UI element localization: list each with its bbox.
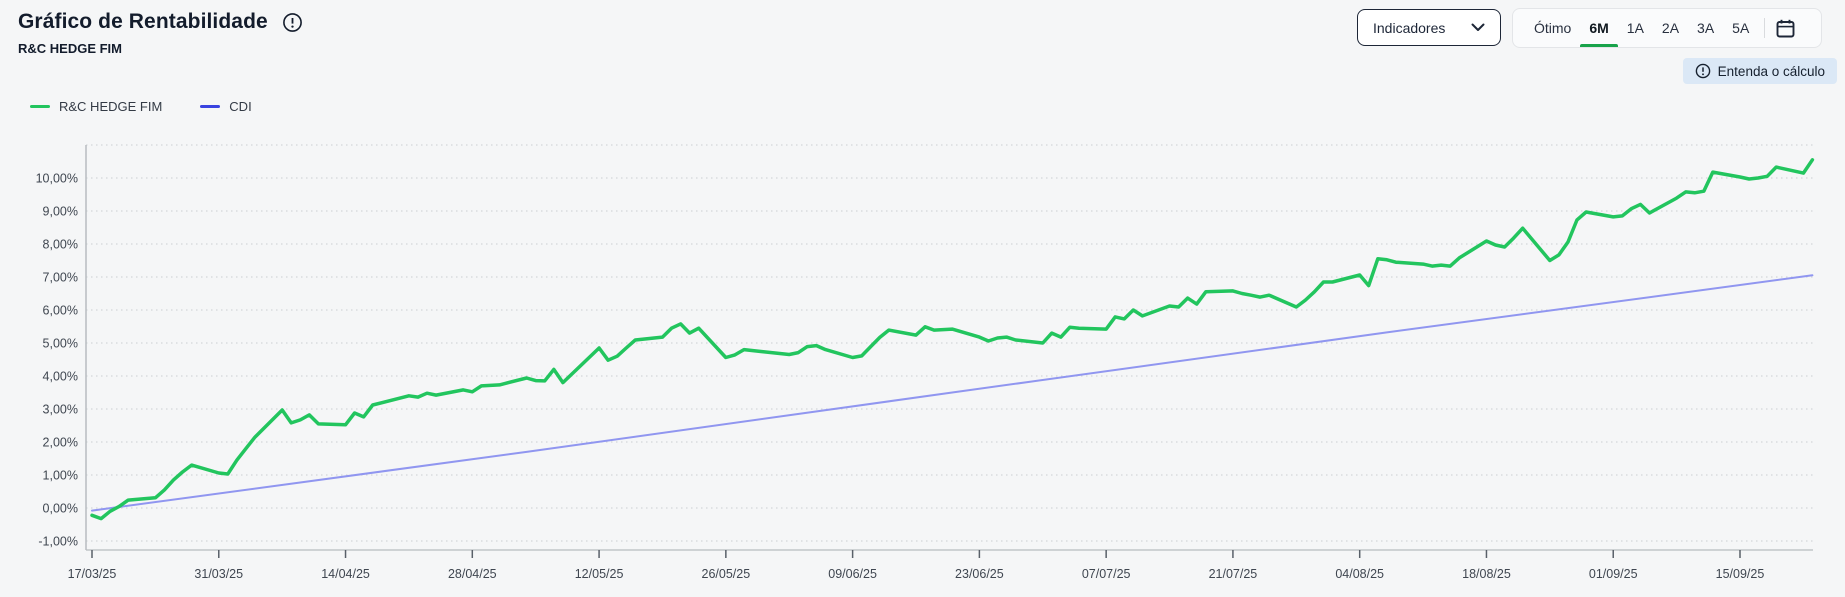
period-tab-2a[interactable]: 2A bbox=[1661, 20, 1680, 36]
chevron-down-icon bbox=[1471, 23, 1485, 32]
x-axis-label: 15/09/25 bbox=[1716, 567, 1765, 581]
legend-swatch bbox=[200, 104, 221, 109]
x-axis-label: 17/03/25 bbox=[68, 567, 117, 581]
x-axis-label: 04/08/25 bbox=[1335, 567, 1384, 581]
indicators-dropdown-button[interactable]: Indicadores bbox=[1357, 9, 1501, 46]
x-axis-label: 18/08/25 bbox=[1462, 567, 1511, 581]
x-axis-label: 21/07/25 bbox=[1209, 567, 1258, 581]
x-axis-label: 07/07/25 bbox=[1082, 567, 1131, 581]
x-axis-label: 14/04/25 bbox=[321, 567, 370, 581]
legend-swatch bbox=[30, 104, 50, 109]
y-axis-label: 9,00% bbox=[43, 205, 78, 219]
y-axis-label: 6,00% bbox=[43, 304, 78, 318]
title-info-icon[interactable] bbox=[282, 12, 303, 33]
profitability-chart[interactable]: 10,00% 9,00% 8,00% 7,00% 6,00% 5,00% 4,00% 3,00… bbox=[0, 130, 1845, 597]
period-selector: Ótimo 6M 1A 2A 3A 5A bbox=[1512, 8, 1822, 48]
y-axis-label: 8,00% bbox=[43, 238, 78, 252]
legend-item-fund[interactable]: R&C HEDGE FIM bbox=[30, 99, 162, 114]
x-axis-label: 26/05/25 bbox=[702, 567, 751, 581]
period-tab-1a[interactable]: 1A bbox=[1626, 20, 1644, 36]
page-title: Gráfico de Rentabilidade bbox=[18, 10, 268, 33]
legend-item-cdi[interactable]: CDI bbox=[200, 99, 252, 114]
chart-legend: R&C HEDGE FIM CDI bbox=[30, 99, 252, 114]
legend-label: CDI bbox=[229, 99, 252, 114]
y-axis-label: 1,00% bbox=[43, 469, 78, 483]
chip-info-icon bbox=[1695, 63, 1711, 79]
y-axis-label: -1,00% bbox=[38, 535, 78, 549]
x-axis-label: 28/04/25 bbox=[448, 567, 497, 581]
x-axis-label: 09/06/25 bbox=[828, 567, 877, 581]
x-axis-label: 12/05/25 bbox=[575, 567, 624, 581]
y-axis-label: 2,00% bbox=[43, 436, 78, 450]
y-axis-label: 0,00% bbox=[43, 502, 78, 516]
y-axis-label: 3,00% bbox=[43, 403, 78, 417]
fund-line bbox=[90, 158, 1815, 521]
y-axis-label: 5,00% bbox=[43, 337, 78, 351]
x-axis-label: 01/09/25 bbox=[1589, 567, 1638, 581]
active-period-underline bbox=[1580, 44, 1618, 47]
legend-label: R&C HEDGE FIM bbox=[59, 99, 163, 114]
period-tab-3a[interactable]: 3A bbox=[1697, 20, 1715, 36]
fund-name: R&C HEDGE FIM bbox=[18, 41, 122, 56]
y-axis-label: 4,00% bbox=[43, 370, 78, 384]
y-axis-label: 10,00% bbox=[36, 172, 78, 186]
x-axis-label: 31/03/25 bbox=[194, 567, 243, 581]
understand-calculation-chip[interactable]: Entenda o cálculo bbox=[1682, 58, 1837, 84]
x-axis-label: 23/06/25 bbox=[955, 567, 1004, 581]
period-tab-6m[interactable]: 6M bbox=[1580, 9, 1618, 47]
indicators-dropdown-label: Indicadores bbox=[1373, 19, 1446, 36]
period-tab-ótimo[interactable]: Ótimo bbox=[1534, 20, 1572, 36]
chip-label: Entenda o cálculo bbox=[1717, 63, 1825, 79]
cdi-line bbox=[91, 274, 1814, 512]
period-divider bbox=[1764, 18, 1766, 38]
period-tab-5a[interactable]: 5A bbox=[1732, 20, 1750, 36]
calendar-icon[interactable] bbox=[1771, 9, 1800, 47]
y-axis-label: 7,00% bbox=[43, 271, 78, 285]
